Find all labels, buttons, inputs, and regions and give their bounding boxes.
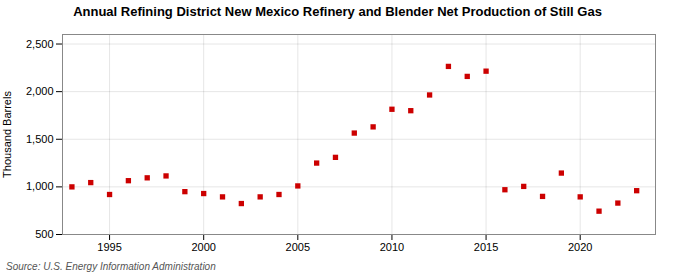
svg-text:2015: 2015 (474, 241, 498, 253)
svg-text:2020: 2020 (568, 241, 592, 253)
svg-text:2010: 2010 (380, 241, 404, 253)
svg-text:Thousand Barrels: Thousand Barrels (1, 91, 13, 178)
html-text:Annual Refining District New M: Annual Refining District New Mexico Refi… (73, 4, 602, 19)
html-text:Source: U.S. Energy Informatio: Source: U.S. Energy Information Administ… (6, 261, 216, 272)
svg-text:1995: 1995 (97, 241, 121, 253)
svg-text:1,000: 1,000 (26, 180, 54, 192)
svg-text:1,500: 1,500 (26, 133, 54, 145)
svg-text:2005: 2005 (286, 241, 310, 253)
svg-text:500: 500 (35, 228, 53, 240)
svg-text:2,500: 2,500 (26, 38, 54, 50)
svg-text:2000: 2000 (191, 241, 215, 253)
svg-text:2,000: 2,000 (26, 85, 54, 97)
